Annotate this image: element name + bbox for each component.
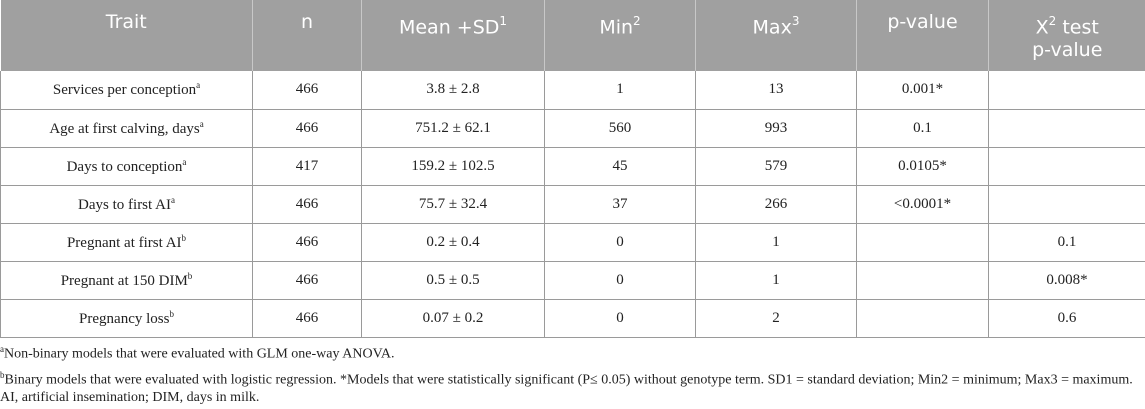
max-cell: 993 bbox=[696, 109, 857, 147]
pvalue-cell: 0.1 bbox=[857, 109, 989, 147]
n-cell: 466 bbox=[253, 109, 362, 147]
trait-cell: Pregnancy lossb bbox=[1, 299, 253, 337]
max-cell: 1 bbox=[696, 261, 857, 299]
footnote-b: bBinary models that were evaluated with … bbox=[0, 366, 1145, 408]
pvalue-cell: <0.0001* bbox=[857, 185, 989, 223]
chi-pvalue-cell: 0.1 bbox=[989, 223, 1145, 261]
max-cell: 579 bbox=[696, 147, 857, 185]
pvalue-cell: 0.001* bbox=[857, 71, 989, 109]
header-trait: Trait bbox=[1, 0, 253, 71]
header-pvalue: p-value bbox=[857, 0, 989, 71]
mean-sd-cell: 0.5 ± 0.5 bbox=[362, 261, 545, 299]
min-cell: 0 bbox=[545, 299, 696, 337]
chi-pvalue-cell bbox=[989, 185, 1145, 223]
n-cell: 466 bbox=[253, 299, 362, 337]
header-row: Trait n Mean +SD1 Min2 Max3 p-value X2 t… bbox=[1, 0, 1145, 71]
trait-cell: Days to first AIa bbox=[1, 185, 253, 223]
n-cell: 466 bbox=[253, 71, 362, 109]
mean-sd-cell: 75.7 ± 32.4 bbox=[362, 185, 545, 223]
pvalue-cell bbox=[857, 261, 989, 299]
n-cell: 466 bbox=[253, 185, 362, 223]
max-cell: 1 bbox=[696, 223, 857, 261]
chi-pvalue-cell bbox=[989, 147, 1145, 185]
footnote-a: aNon-binary models that were evaluated w… bbox=[0, 340, 1145, 364]
mean-sd-cell: 159.2 ± 102.5 bbox=[362, 147, 545, 185]
max-cell: 13 bbox=[696, 71, 857, 109]
trait-cell: Pregnant at 150 DIMb bbox=[1, 261, 253, 299]
mean-sd-cell: 0.07 ± 0.2 bbox=[362, 299, 545, 337]
chi-pvalue-cell: 0.6 bbox=[989, 299, 1145, 337]
min-cell: 37 bbox=[545, 185, 696, 223]
pvalue-cell bbox=[857, 299, 989, 337]
header-max: Max3 bbox=[696, 0, 857, 71]
chi-pvalue-cell bbox=[989, 109, 1145, 147]
max-cell: 2 bbox=[696, 299, 857, 337]
mean-sd-cell: 3.8 ± 2.8 bbox=[362, 71, 545, 109]
n-cell: 466 bbox=[253, 223, 362, 261]
n-cell: 466 bbox=[253, 261, 362, 299]
header-min: Min2 bbox=[545, 0, 696, 71]
mean-sd-cell: 0.2 ± 0.4 bbox=[362, 223, 545, 261]
min-cell: 0 bbox=[545, 261, 696, 299]
trait-cell: Pregnant at first AIb bbox=[1, 223, 253, 261]
traits-table: Trait n Mean +SD1 Min2 Max3 p-value X2 t… bbox=[0, 0, 1145, 338]
chi-pvalue-cell: 0.008* bbox=[989, 261, 1145, 299]
mean-sd-cell: 751.2 ± 62.1 bbox=[362, 109, 545, 147]
header-mean-sd: Mean +SD1 bbox=[362, 0, 545, 71]
header-n: n bbox=[253, 0, 362, 71]
trait-cell: Services per conceptiona bbox=[1, 71, 253, 109]
min-cell: 45 bbox=[545, 147, 696, 185]
n-cell: 417 bbox=[253, 147, 362, 185]
pvalue-cell: 0.0105* bbox=[857, 147, 989, 185]
max-cell: 266 bbox=[696, 185, 857, 223]
min-cell: 1 bbox=[545, 71, 696, 109]
pvalue-cell bbox=[857, 223, 989, 261]
min-cell: 560 bbox=[545, 109, 696, 147]
trait-cell: Days to conceptiona bbox=[1, 147, 253, 185]
table-footnotes: aNon-binary models that were evaluated w… bbox=[0, 340, 1145, 409]
trait-cell: Age at first calving, daysa bbox=[1, 109, 253, 147]
chi-pvalue-cell bbox=[989, 71, 1145, 109]
min-cell: 0 bbox=[545, 223, 696, 261]
